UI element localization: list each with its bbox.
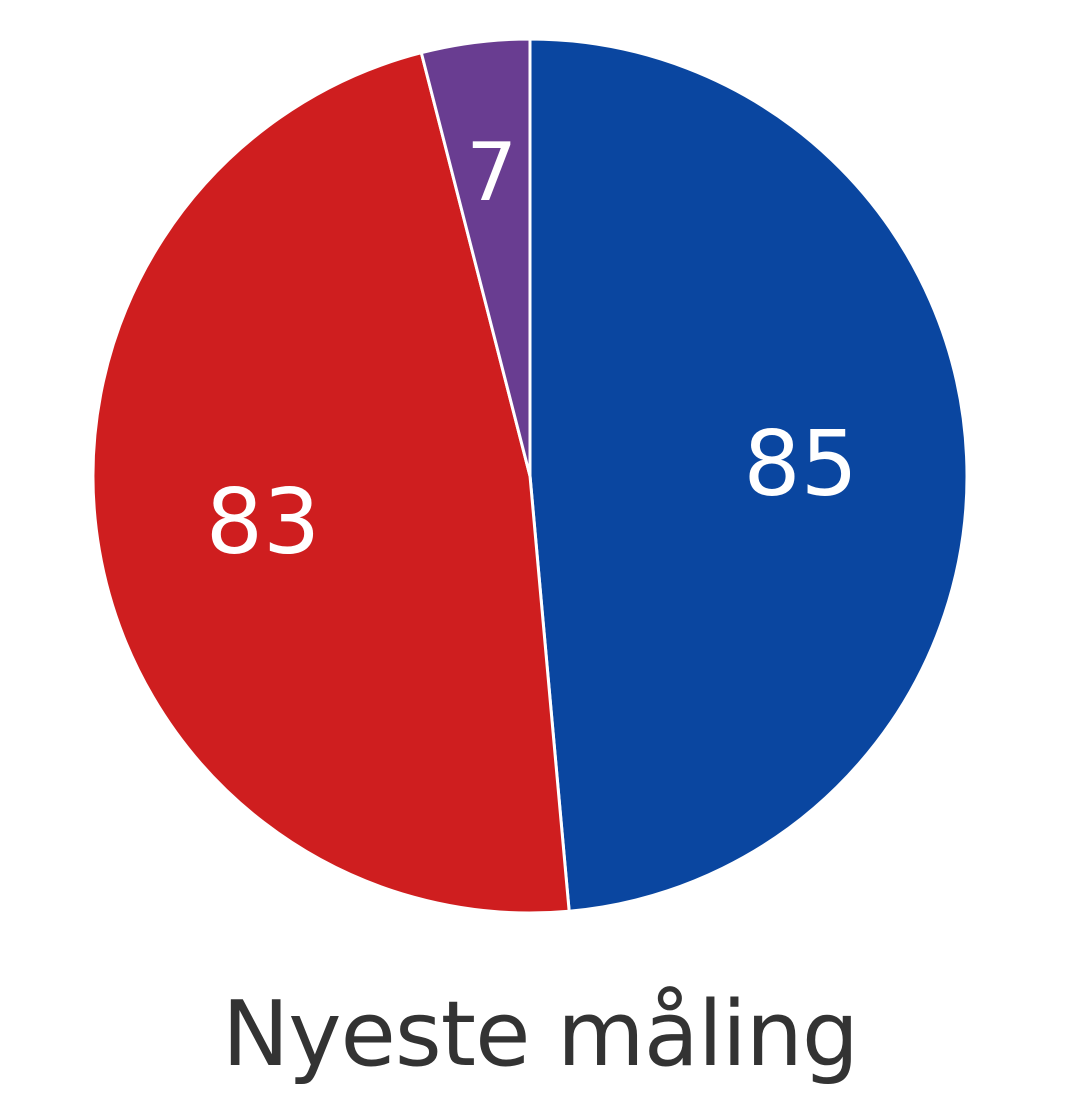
pie-chart-svg: 85 83 7 [91, 37, 969, 915]
pie-slice-label-85: 85 [743, 411, 858, 516]
pie-slice-labels: 85 83 7 [206, 126, 858, 574]
chart-title: Nyeste måling [221, 982, 859, 1087]
pie-rim [92, 38, 968, 914]
pie-slice-label-83: 83 [206, 469, 321, 574]
pie-slice-label-7: 7 [466, 126, 517, 219]
pie-slices [91, 37, 969, 915]
pie-chart: 85 83 7 [91, 37, 969, 915]
